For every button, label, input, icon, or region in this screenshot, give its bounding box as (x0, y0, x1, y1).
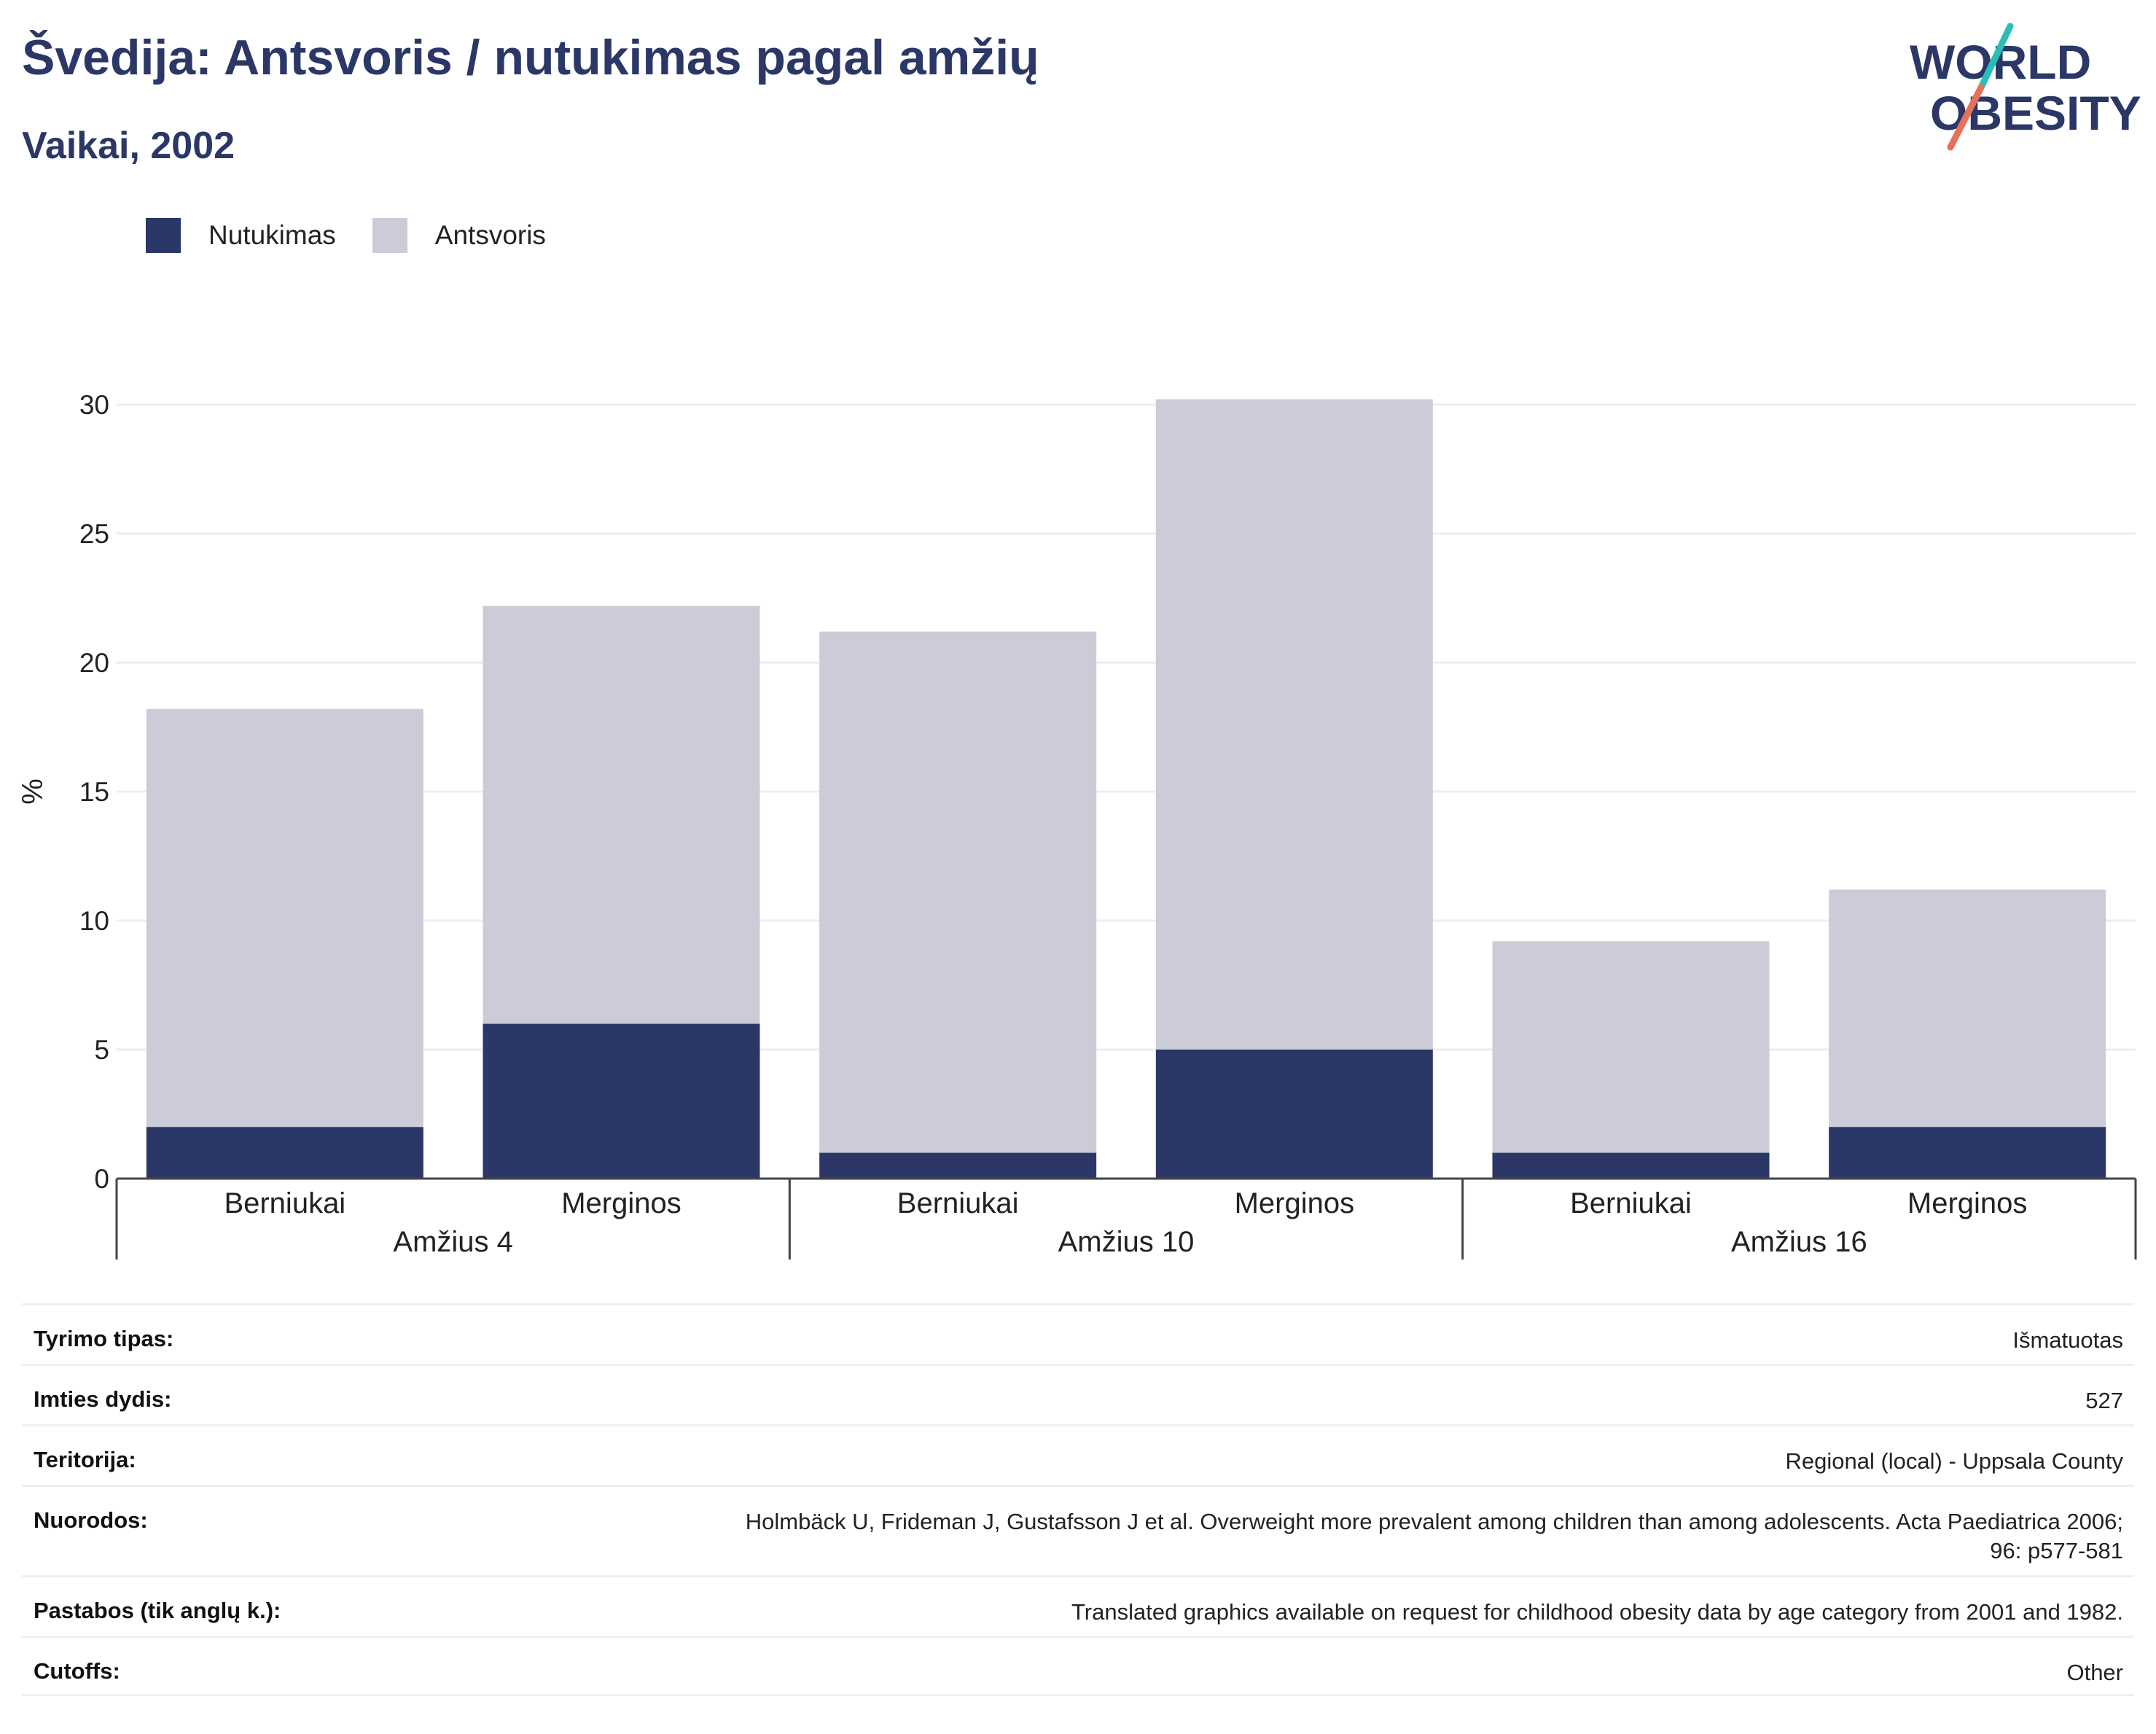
info-row: Imties dydis: 527 (22, 1364, 2134, 1424)
info-value: 527 (2085, 1386, 2123, 1415)
y-tick-label: 0 (94, 1164, 109, 1194)
info-label: Cutoffs: (34, 1658, 120, 1684)
legend-swatch-obesity (146, 218, 181, 253)
study-info-table: Tyrimo tipas: Išmatuotas Imties dydis: 527 T… (22, 1303, 2134, 1696)
chart-legend: Nutukimas Antsvoris (146, 217, 582, 254)
bar-obesity (1829, 1127, 2106, 1179)
info-row: Tyrimo tipas: Išmatuotas (22, 1303, 2134, 1364)
info-row: Pastabos (tik anglų k.): Translated graph… (22, 1575, 2134, 1636)
logo-slash-coral (1947, 84, 1985, 151)
info-value-line: Other (2066, 1660, 2123, 1685)
chart-title: Švedija: Antsvoris / nutukimas pagal amž… (22, 30, 1039, 85)
info-label: Tyrimo tipas: (34, 1326, 174, 1351)
info-label: Teritorija: (34, 1447, 136, 1472)
bar-overweight (483, 606, 760, 1024)
bar-overweight (1155, 399, 1433, 1050)
bar-overweight (146, 708, 423, 1128)
x-group-label: Amžius 16 (1731, 1226, 1867, 1258)
info-value: Holmbäck U, Frideman J, Gustafsson J et … (746, 1507, 2123, 1566)
bar-overweight (1829, 889, 2106, 1128)
x-category-label: Berniukai (224, 1187, 345, 1219)
info-value: Other (2066, 1658, 2123, 1687)
stacked-bar-chart: 0 5 10 15 20 25 30% Berniukai Merginos Amžius 4 Be… (17, 390, 2137, 1260)
bar-obesity (146, 1127, 423, 1179)
info-label: Imties dydis: (34, 1386, 172, 1412)
legend-label-obesity: Nutukimas (208, 220, 336, 250)
x-category-label: Merginos (1235, 1187, 1355, 1219)
y-axis-label: % (17, 778, 49, 805)
info-value-line: Išmatuotas (2012, 1327, 2123, 1353)
info-value: Regional (local) - Uppsala County (1785, 1447, 2123, 1476)
info-value: Translated graphics available on request… (1071, 1598, 2123, 1627)
legend-item-obesity[interactable]: Nutukimas (146, 218, 336, 253)
info-row: Cutoffs: Other (22, 1636, 2134, 1696)
x-group-label: Amžius 10 (1058, 1226, 1195, 1258)
legend-item-overweight[interactable]: Antsvoris (372, 218, 546, 253)
y-tick-label: 10 (79, 906, 109, 936)
info-value-line: Holmbäck U, Frideman J, Gustafsson J et … (745, 1509, 2123, 1534)
bar-overweight (819, 631, 1097, 1153)
info-value-line: Translated graphics available on request… (1071, 1599, 2123, 1625)
y-tick-label: 30 (79, 390, 109, 420)
logo-slash-teal (1977, 23, 2014, 91)
bar-obesity (1492, 1152, 1770, 1179)
info-value-line: 96: p577-581 (1990, 1538, 2123, 1563)
info-value: Išmatuotas (2012, 1326, 2123, 1355)
info-label: Nuorodos: (34, 1507, 148, 1533)
info-row: Teritorija: Regional (local) - Uppsala Co… (22, 1424, 2134, 1485)
world-obesity-logo: WORLD OBESITY (1910, 23, 2141, 151)
y-tick-label: 25 (79, 519, 109, 549)
legend-swatch-overweight (372, 218, 407, 253)
bar-obesity (1155, 1050, 1433, 1179)
bar-obesity (819, 1152, 1097, 1179)
x-category-label: Merginos (1907, 1187, 2028, 1219)
y-tick-label: 15 (79, 777, 109, 807)
bar-obesity (483, 1023, 760, 1179)
info-row: Nuorodos: Holmbäck U, Frideman J, Gustafs… (22, 1485, 2134, 1575)
info-label: Pastabos (tik anglų k.): (34, 1598, 281, 1623)
info-value-line: 527 (2085, 1388, 2123, 1413)
y-tick-label: 5 (94, 1035, 109, 1065)
y-tick-label: 20 (79, 648, 109, 678)
x-category-label: Merginos (561, 1187, 681, 1219)
x-category-label: Berniukai (897, 1187, 1019, 1219)
info-value-line: Regional (local) - Uppsala County (1785, 1448, 2123, 1474)
legend-label-overweight: Antsvoris (434, 220, 546, 250)
chart-subtitle: Vaikai, 2002 (22, 125, 235, 167)
bar-overweight (1492, 941, 1770, 1153)
x-category-label: Berniukai (1570, 1187, 1692, 1219)
x-group-label: Amžius 4 (393, 1226, 513, 1258)
